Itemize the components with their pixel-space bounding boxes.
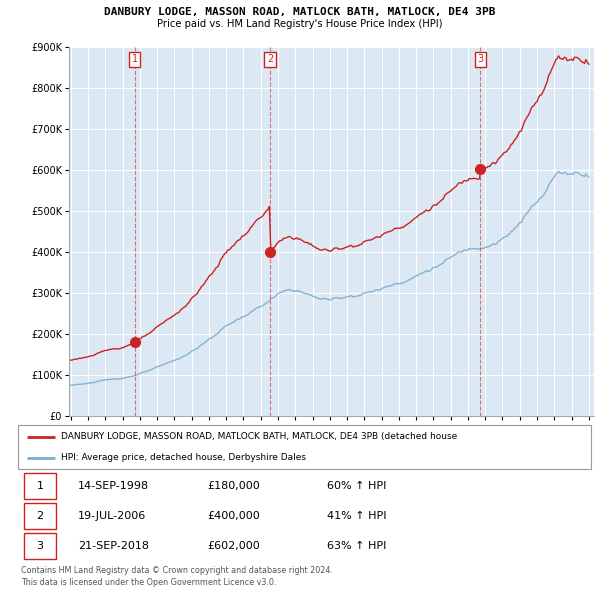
- FancyBboxPatch shape: [25, 533, 56, 559]
- FancyBboxPatch shape: [18, 425, 591, 469]
- Text: Contains HM Land Registry data © Crown copyright and database right 2024.
This d: Contains HM Land Registry data © Crown c…: [21, 566, 333, 587]
- Text: 41% ↑ HPI: 41% ↑ HPI: [328, 511, 387, 521]
- Text: DANBURY LODGE, MASSON ROAD, MATLOCK BATH, MATLOCK, DE4 3PB: DANBURY LODGE, MASSON ROAD, MATLOCK BATH…: [104, 7, 496, 17]
- Text: 1: 1: [37, 481, 44, 491]
- Text: 19-JUL-2006: 19-JUL-2006: [78, 511, 146, 521]
- Text: 2: 2: [267, 54, 273, 64]
- Text: DANBURY LODGE, MASSON ROAD, MATLOCK BATH, MATLOCK, DE4 3PB (detached house: DANBURY LODGE, MASSON ROAD, MATLOCK BATH…: [61, 432, 457, 441]
- Text: £400,000: £400,000: [207, 511, 260, 521]
- Text: 3: 3: [478, 54, 484, 64]
- Text: 1: 1: [132, 54, 138, 64]
- FancyBboxPatch shape: [25, 503, 56, 529]
- Text: 60% ↑ HPI: 60% ↑ HPI: [328, 481, 387, 491]
- Text: 14-SEP-1998: 14-SEP-1998: [78, 481, 149, 491]
- Text: Price paid vs. HM Land Registry's House Price Index (HPI): Price paid vs. HM Land Registry's House …: [157, 19, 443, 29]
- Text: HPI: Average price, detached house, Derbyshire Dales: HPI: Average price, detached house, Derb…: [61, 454, 306, 463]
- Text: £180,000: £180,000: [207, 481, 260, 491]
- Text: 2: 2: [37, 511, 44, 521]
- Text: 63% ↑ HPI: 63% ↑ HPI: [328, 541, 387, 551]
- Text: 3: 3: [37, 541, 44, 551]
- FancyBboxPatch shape: [25, 473, 56, 499]
- Text: £602,000: £602,000: [207, 541, 260, 551]
- Text: 21-SEP-2018: 21-SEP-2018: [78, 541, 149, 551]
